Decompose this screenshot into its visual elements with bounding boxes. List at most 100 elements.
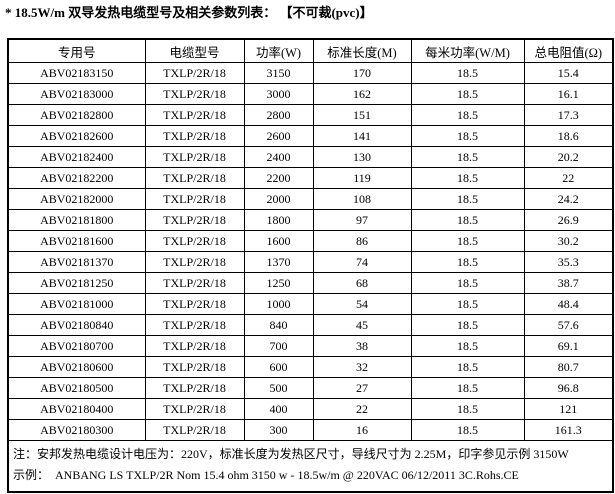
table-row: ABV02182200 TXLP/2R/18 2200 119 18.5 22 (7, 167, 614, 189)
table-cell: ABV02180500 (7, 377, 146, 399)
table-row: ABV02180500 TXLP/2R/18 500 27 18.5 96.8 (7, 377, 614, 399)
table-row: ABV02183000 TXLP/2R/18 3000 162 18.5 16.1 (7, 83, 614, 105)
table-row: ABV02180300 TXLP/2R/18 300 16 18.5 161.3 (7, 419, 614, 441)
table-cell: 18.5 (410, 398, 525, 420)
table-cell: 22 (523, 167, 614, 189)
table-cell: 68 (312, 272, 412, 294)
header-cell-standard-length: 标准长度(M) (312, 38, 412, 63)
table-cell: TXLP/2R/18 (144, 83, 245, 105)
table-cell: 18.5 (410, 356, 525, 378)
table-cell: 18.5 (410, 230, 525, 252)
table-cell: 26.9 (523, 209, 614, 231)
table-cell: 162 (312, 83, 412, 105)
table-cell: ABV02180400 (7, 398, 146, 420)
table-cell: 141 (312, 125, 412, 147)
table-cell: ABV02181250 (7, 272, 146, 294)
table-cell: 54 (312, 293, 412, 315)
spec-table: 专用号 电缆型号 功率(W) 标准长度(M) 每米功率(W/M) 总电阻值(Ω)… (7, 38, 614, 493)
table-row: ABV02180700 TXLP/2R/18 700 38 18.5 69.1 (7, 335, 614, 357)
table-cell: 20.2 (523, 146, 614, 168)
table-cell: 24.2 (523, 188, 614, 210)
table-cell: 15.4 (523, 62, 614, 84)
table-row: ABV02183150 TXLP/2R/18 3150 170 18.5 15.4 (7, 62, 614, 84)
note-line-2: 示例： ANBANG LS TXLP/2R Nom 15.4 ohm 3150 … (13, 468, 519, 482)
table-cell: ABV02183150 (7, 62, 146, 84)
table-cell: ABV02182200 (7, 167, 146, 189)
table-cell: TXLP/2R/18 (144, 146, 245, 168)
table-cell: 119 (312, 167, 412, 189)
table-cell: 130 (312, 146, 412, 168)
note-line-1: 注：安邦发热电缆设计电压为：220V，标准长度为发热区尺寸，导线尺寸为 2.25… (13, 447, 569, 461)
table-cell: 96.8 (523, 377, 614, 399)
table-cell: 18.5 (410, 335, 525, 357)
table-cell: 2400 (243, 146, 314, 168)
table-cell: 2000 (243, 188, 314, 210)
page-title: * 18.5W/m 双导发热电缆型号及相关参数列表： 【不可裁(pvc)】 (5, 5, 373, 20)
table-cell: ABV02181000 (7, 293, 146, 315)
table-cell: 1250 (243, 272, 314, 294)
table-cell: TXLP/2R/18 (144, 335, 245, 357)
table-cell: 151 (312, 104, 412, 126)
table-row: ABV02181600 TXLP/2R/18 1600 86 18.5 30.2 (7, 230, 614, 252)
table-cell: 18.5 (410, 314, 525, 336)
table-cell: ABV02180600 (7, 356, 146, 378)
table-cell: TXLP/2R/18 (144, 272, 245, 294)
table-cell: TXLP/2R/18 (144, 230, 245, 252)
table-cell: TXLP/2R/18 (144, 251, 245, 273)
header-cell-power-per-meter: 每米功率(W/M) (410, 38, 525, 63)
table-cell: ABV02181370 (7, 251, 146, 273)
table-cell: 18.5 (410, 62, 525, 84)
table-cell: 18.5 (410, 125, 525, 147)
table-row: ABV02182400 TXLP/2R/18 2400 130 18.5 20.2 (7, 146, 614, 168)
table-cell: 3000 (243, 83, 314, 105)
table-cell: 161.3 (523, 419, 614, 441)
table-cell: 38.7 (523, 272, 614, 294)
table-cell: TXLP/2R/18 (144, 125, 245, 147)
table-cell: TXLP/2R/18 (144, 419, 245, 441)
table-cell: TXLP/2R/18 (144, 314, 245, 336)
table-cell: TXLP/2R/18 (144, 293, 245, 315)
table-cell: 18.5 (410, 377, 525, 399)
table-cell: 108 (312, 188, 412, 210)
table-cell: 18.6 (523, 125, 614, 147)
table-cell: 2200 (243, 167, 314, 189)
table-cell: 18.5 (410, 167, 525, 189)
table-body: ABV02183150 TXLP/2R/18 3150 170 18.5 15.4 ABV0… (7, 62, 614, 441)
table-row: ABV02181370 TXLP/2R/18 1370 74 18.5 35.3 (7, 251, 614, 273)
table-cell: 840 (243, 314, 314, 336)
table-cell: 86 (312, 230, 412, 252)
table-cell: 600 (243, 356, 314, 378)
header-cell-power: 功率(W) (243, 38, 314, 63)
table-cell: TXLP/2R/18 (144, 188, 245, 210)
table-cell: 2800 (243, 104, 314, 126)
table-cell: 500 (243, 377, 314, 399)
table-cell: ABV02180840 (7, 314, 146, 336)
table-cell: 1800 (243, 209, 314, 231)
table-cell: 35.3 (523, 251, 614, 273)
table-cell: 97 (312, 209, 412, 231)
table-cell: 18.5 (410, 419, 525, 441)
table-cell: TXLP/2R/18 (144, 104, 245, 126)
table-cell: 48.4 (523, 293, 614, 315)
table-row: ABV02182600 TXLP/2R/18 2600 141 18.5 18.6 (7, 125, 614, 147)
table-cell: 74 (312, 251, 412, 273)
table-cell: 2600 (243, 125, 314, 147)
table-cell: 300 (243, 419, 314, 441)
table-cell: 700 (243, 335, 314, 357)
header-cell-total-resistance: 总电阻值(Ω) (523, 38, 614, 63)
table-cell: 38 (312, 335, 412, 357)
header-cell-code: 专用号 (7, 38, 146, 63)
table-cell: 18.5 (410, 251, 525, 273)
table-row: ABV02180600 TXLP/2R/18 600 32 18.5 80.7 (7, 356, 614, 378)
table-cell: 121 (523, 398, 614, 420)
table-cell: 45 (312, 314, 412, 336)
table-row: ABV02181800 TXLP/2R/18 1800 97 18.5 26.9 (7, 209, 614, 231)
note-row: 注：安邦发热电缆设计电压为：220V，标准长度为发热区尺寸，导线尺寸为 2.25… (7, 440, 614, 493)
note-cell: 注：安邦发热电缆设计电压为：220V，标准长度为发热区尺寸，导线尺寸为 2.25… (7, 440, 614, 493)
table-cell: 1600 (243, 230, 314, 252)
table-cell: 30.2 (523, 230, 614, 252)
table-cell: ABV02182000 (7, 188, 146, 210)
table-cell: 1370 (243, 251, 314, 273)
table-cell: 22 (312, 398, 412, 420)
table-cell: 1000 (243, 293, 314, 315)
